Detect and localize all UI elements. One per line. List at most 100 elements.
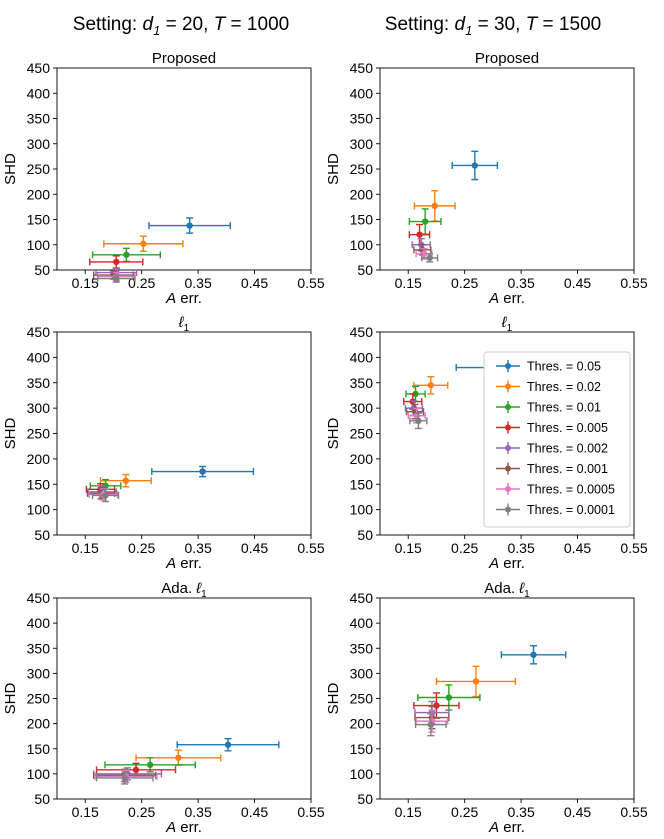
y-tick-label: 450 [350, 60, 374, 76]
panel-5: Ada. ℓ1 0.15 0.25 0.35 0.45 0.55 50 100 150 200 25… [2, 580, 325, 836]
y-tick-label: 250 [350, 426, 374, 442]
x-axis-label: A err. [488, 290, 525, 307]
x-tick-label: 0.15 [72, 540, 99, 556]
x-tick-label: 0.45 [241, 804, 268, 820]
y-tick-label: 350 [27, 375, 51, 391]
x-tick-label: 0.45 [241, 540, 268, 556]
axes-frame [56, 597, 312, 800]
panel-title: Proposed [152, 50, 216, 67]
data-point [199, 468, 206, 475]
y-tick-label: 300 [27, 136, 51, 152]
y-tick-label: 100 [350, 766, 374, 782]
x-tick-label: 0.55 [620, 275, 647, 291]
y-tick-label: 50 [357, 791, 373, 807]
data-point [123, 251, 130, 259]
y-tick-label: 300 [27, 400, 51, 416]
y-tick-label: 50 [357, 527, 373, 543]
x-tick-label: 0.45 [564, 804, 591, 820]
y-tick-label: 150 [27, 212, 51, 228]
axes-frame [56, 67, 312, 271]
y-tick-label: 350 [350, 375, 374, 391]
data-point [113, 258, 120, 266]
y-tick-label: 350 [350, 111, 374, 127]
x-tick-label: 0.55 [297, 540, 324, 556]
x-tick-label: 0.25 [128, 540, 155, 556]
data-point [121, 774, 128, 782]
panel-title: Ada. ℓ1 [161, 580, 207, 600]
series-1 [148, 217, 231, 234]
data-point [113, 275, 120, 282]
y-tick-label: 450 [350, 324, 374, 340]
data-point [132, 766, 140, 774]
x-tick-label: 0.45 [564, 540, 591, 556]
data-point [416, 231, 423, 238]
x-axis-label: A err. [488, 819, 525, 836]
column-header-left: Setting: d1 = 20, T = 1000 [73, 14, 289, 38]
y-tick-label: 400 [27, 615, 51, 631]
series-8 [409, 412, 428, 430]
legend-marker-point [505, 445, 511, 451]
legend-entry: Thres. = 0.01 [496, 401, 601, 415]
y-tick-label: 100 [27, 237, 51, 253]
data-point [433, 702, 440, 709]
y-tick-label: 400 [27, 85, 51, 101]
legend-entry: Thres. = 0.002 [496, 442, 608, 456]
series-2 [103, 235, 184, 253]
y-tick-label: 450 [27, 590, 51, 606]
x-tick-label: 0.15 [395, 275, 422, 291]
series-2 [413, 190, 456, 222]
y-tick-label: 100 [27, 502, 51, 518]
y-tick-label: 250 [27, 161, 51, 177]
series-4 [408, 223, 431, 246]
x-tick-label: 0.35 [507, 540, 534, 556]
y-tick-label: 100 [27, 766, 51, 782]
data-point [427, 382, 434, 389]
data-point [102, 492, 109, 499]
data-point [421, 218, 429, 225]
legend-marker-point [505, 383, 511, 390]
legend-entry: Thres. = 0.02 [496, 380, 601, 394]
x-tick-label: 0.55 [620, 804, 647, 820]
axes-frame [379, 67, 635, 271]
y-tick-label: 250 [27, 691, 51, 707]
y-axis-label: SHD [2, 682, 19, 714]
legend: Thres. = 0.05 Thres. = 0.02 Thres. = 0.01 T… [483, 351, 631, 528]
series-1 [500, 645, 567, 665]
data-point [224, 741, 232, 748]
y-tick-label: 200 [27, 186, 51, 202]
y-tick-label: 350 [350, 640, 374, 656]
y-tick-label: 250 [27, 426, 51, 442]
data-point [530, 651, 537, 658]
x-tick-label: 0.25 [451, 540, 478, 556]
legend-entry: Thres. = 0.0001 [496, 503, 615, 517]
data-point [140, 240, 147, 247]
legend-label: Thres. = 0.002 [527, 442, 608, 456]
legend-label: Thres. = 0.05 [527, 360, 601, 374]
y-axis-label: SHD [325, 682, 342, 714]
panel-1: Proposed 0.15 0.25 0.35 0.45 0.55 50 100 150 200 2… [2, 50, 325, 307]
series-3 [91, 247, 161, 263]
y-tick-label: 200 [350, 186, 374, 202]
y-tick-label: 300 [350, 400, 374, 416]
panel-6: Ada. ℓ1 0.15 0.25 0.35 0.45 0.55 50 100 150 200 25… [325, 580, 648, 836]
y-tick-label: 50 [34, 262, 50, 278]
legend-marker-point [505, 486, 511, 492]
series-3 [104, 757, 196, 773]
data-point [472, 678, 480, 685]
x-tick-label: 0.25 [128, 804, 155, 820]
series-8 [414, 712, 447, 737]
x-tick-label: 0.25 [451, 275, 478, 291]
legend-label: Thres. = 0.005 [527, 421, 608, 435]
x-axis-label: A err. [165, 290, 202, 307]
series-4 [95, 762, 177, 778]
legend-entry: Thres. = 0.005 [496, 421, 608, 435]
y-tick-label: 50 [357, 262, 373, 278]
series-8 [91, 488, 120, 503]
y-tick-label: 150 [350, 476, 374, 492]
y-tick-label: 150 [350, 212, 374, 228]
x-tick-label: 0.55 [297, 275, 324, 291]
axes-frame [56, 331, 312, 536]
y-tick-label: 150 [27, 476, 51, 492]
legend-label: Thres. = 0.0005 [527, 483, 615, 497]
x-tick-label: 0.15 [395, 540, 422, 556]
